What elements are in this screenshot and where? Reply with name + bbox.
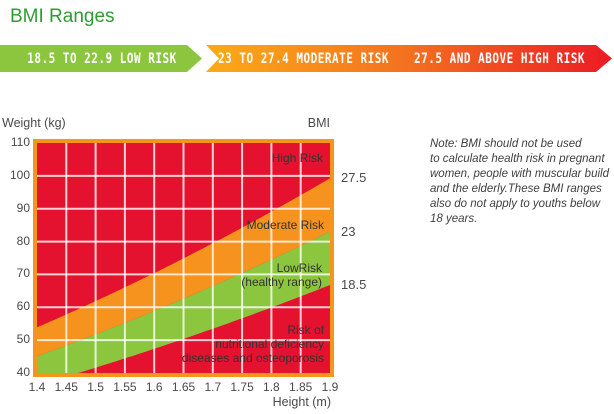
x-axis-tick-label: 1.45: [54, 380, 78, 394]
bmi-tick-label: 18.5: [341, 276, 367, 292]
y-axis-title: Weight (kg): [2, 116, 66, 130]
page-title: BMI Ranges: [10, 6, 115, 27]
note-text: Note: BMI should not be used to calculat…: [430, 138, 609, 225]
x-axis-tick-label: 1.8: [263, 380, 280, 394]
region-label-underweight-risk: Risk of nutritional deficiency diseases …: [181, 323, 324, 365]
banner-segment-low-risk: [0, 45, 202, 72]
y-axis-tick-label: 100: [9, 167, 30, 182]
x-axis-title: Height (m): [272, 395, 331, 409]
y-axis-tick-label: 70: [16, 266, 30, 281]
x-axis-tick-label: 1.55: [113, 380, 137, 394]
banner-ribbon: [0, 45, 612, 72]
y-axis-tick-label: 80: [16, 233, 30, 248]
y-axis-tick-label: 90: [16, 200, 30, 215]
y-axis-tick-label: 60: [16, 299, 30, 314]
region-label-moderate-risk: Moderate Risk: [246, 218, 324, 232]
x-axis-tick-label: 1.75: [230, 380, 254, 394]
banner-segment-moderate-high-risk: [206, 45, 612, 72]
banner-label-low-risk: 18.5 TO 22.9 LOW RISK: [27, 50, 177, 67]
bmi-chart-canvas: [37, 143, 330, 373]
region-label-high-risk: High Risk: [271, 151, 323, 165]
x-axis-tick-label: 1.6: [145, 380, 163, 394]
x-axis-tick-label: 1.7: [204, 380, 222, 394]
x-axis-tick-label: 1.9: [321, 380, 339, 394]
x-axis-tick-label: 1.85: [289, 380, 313, 394]
bmi-chart-plot: High Risk Moderate Risk LowRisk (healthy…: [33, 139, 334, 377]
bmi-tick-label: 27.5: [341, 170, 367, 186]
bmi-axis-title: BMI: [307, 116, 330, 130]
x-axis-tick-label: 1.5: [87, 380, 104, 394]
bmi-tick-label: 23: [341, 223, 356, 239]
region-label-low-risk: LowRisk (healthy range): [241, 261, 322, 289]
x-axis-tick-label: 1.65: [171, 380, 196, 394]
banner-label-high-risk: 27.5 AND ABOVE HIGH RISK: [414, 50, 585, 67]
y-axis-tick-label: 50: [16, 332, 30, 347]
y-axis-tick-label: 110: [10, 135, 30, 149]
y-axis-tick-label: 40: [16, 365, 30, 379]
bmi-range-banner: 18.5 TO 22.9 LOW RISK 23 TO 27.4 MODERAT…: [0, 45, 614, 72]
banner-label-moderate-risk: 23 TO 27.4 MODERATE RISK: [218, 50, 389, 67]
x-axis-tick-label: 1.4: [28, 380, 46, 394]
